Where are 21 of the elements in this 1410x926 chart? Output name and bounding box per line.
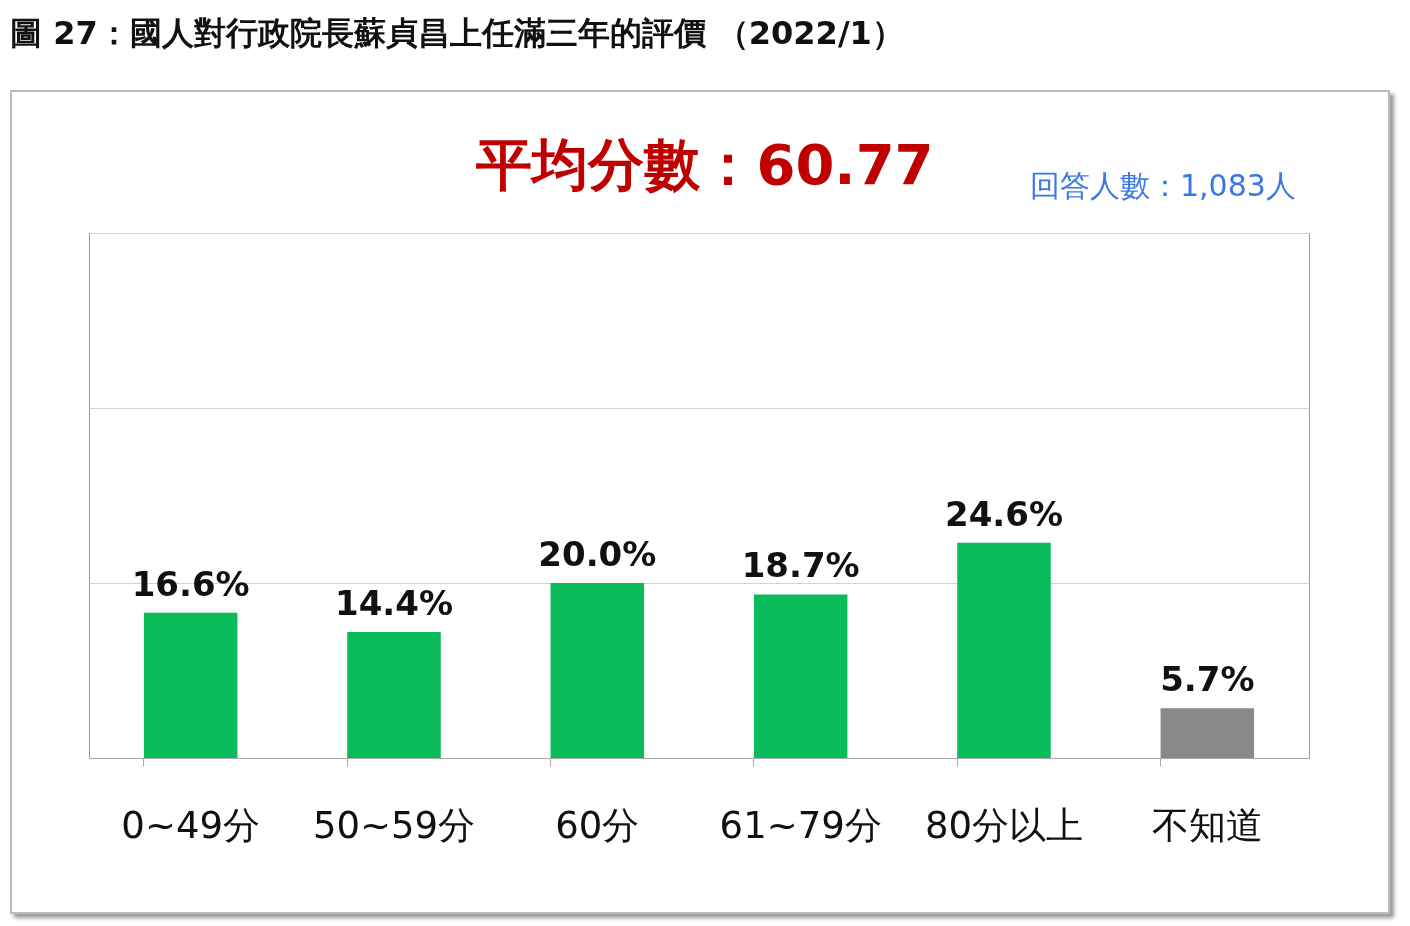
bar xyxy=(1160,708,1255,758)
x-tick-label: 61~79分 xyxy=(719,803,882,847)
chart-title: 圖 27：國人對行政院長蘇貞昌上任滿三年的評價 （2022/1） xyxy=(10,13,904,54)
bar xyxy=(753,594,848,758)
x-tick-label: 80分以上 xyxy=(924,803,1084,847)
x-tick-label: 50~59分 xyxy=(312,803,476,847)
x-tick-label: 60分 xyxy=(555,803,640,847)
data-label: 18.7% xyxy=(741,545,860,586)
data-label: 24.6% xyxy=(945,493,1063,534)
bar xyxy=(957,542,1051,758)
bar xyxy=(347,632,441,758)
x-tick-label: 不知道 xyxy=(1151,803,1263,847)
bar xyxy=(550,583,645,758)
x-tick-label: 0~49分 xyxy=(121,803,260,847)
data-label: 16.6% xyxy=(131,563,250,604)
bar xyxy=(143,612,238,758)
data-label: 5.7% xyxy=(1160,659,1255,700)
data-label: 20.0% xyxy=(538,534,657,574)
text: 平均分數：60.77 xyxy=(476,132,934,197)
data-label: 14.4% xyxy=(335,583,453,623)
text: 回答人數：1,083人 xyxy=(1030,167,1296,205)
